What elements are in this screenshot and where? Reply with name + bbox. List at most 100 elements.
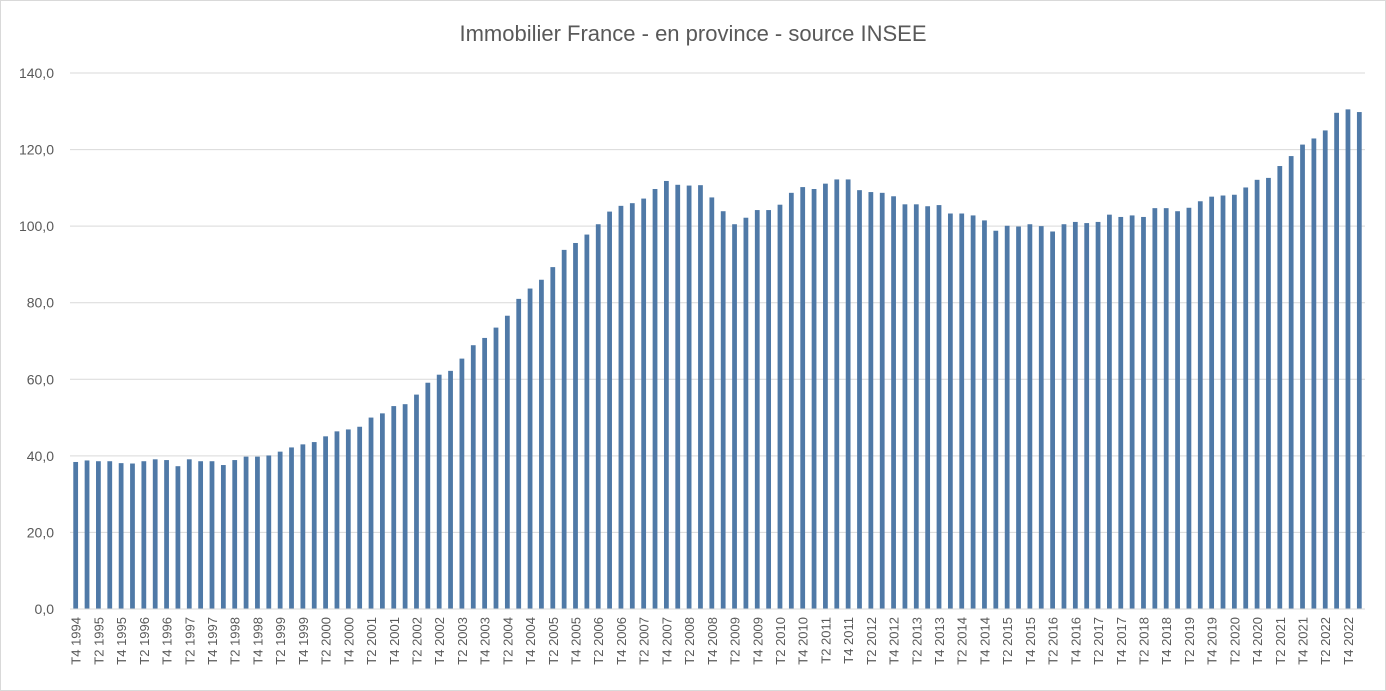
bar: [1027, 224, 1033, 609]
bar: [1322, 130, 1328, 609]
bar: [823, 183, 828, 609]
bar: [527, 288, 533, 609]
bar: [130, 463, 135, 609]
x-tick-label: T2 2008: [682, 617, 697, 665]
y-tick-label: 20,0: [27, 524, 54, 540]
bar: [1334, 112, 1339, 610]
bar: [289, 447, 294, 609]
bar: [96, 461, 101, 609]
x-tick-label: T2 2014: [955, 617, 970, 665]
x-tick-label: T4 2015: [1023, 617, 1038, 665]
bar: [652, 189, 658, 609]
bar: [709, 197, 715, 609]
x-tick-label: T2 2016: [1046, 617, 1061, 665]
x-tick-label: T2 2021: [1273, 617, 1288, 665]
bar: [607, 211, 612, 609]
bar: [209, 461, 215, 609]
x-tick-label: T4 2018: [1159, 617, 1174, 665]
x-tick-label: T2 1998: [228, 617, 243, 665]
bar: [902, 204, 908, 609]
bar: [1220, 195, 1226, 609]
bar: [1175, 211, 1180, 609]
x-tick-label: T2 2011: [818, 617, 833, 664]
bar: [1084, 223, 1090, 609]
bar: [1107, 214, 1112, 609]
bar: [834, 179, 840, 610]
bar: [732, 224, 737, 609]
bar: [1288, 156, 1294, 609]
x-tick-label: T4 2010: [796, 617, 811, 665]
bar: [402, 404, 408, 609]
bar: [1050, 231, 1055, 609]
y-tick-label: 100,0: [19, 218, 54, 234]
x-tick-label: T2 2013: [909, 617, 924, 665]
x-tick-label: T4 1996: [160, 617, 175, 665]
bar: [175, 466, 181, 609]
x-tick-label: T4 2011: [841, 617, 856, 664]
bar: [232, 460, 238, 609]
x-tick-label: T4 1999: [296, 617, 311, 665]
bar: [345, 429, 351, 609]
x-tick-label: T4 2014: [977, 617, 992, 665]
bar: [1141, 216, 1146, 609]
x-tick-label: T4 2003: [478, 617, 493, 665]
bar: [1311, 138, 1317, 609]
bar: [947, 213, 953, 609]
x-tick-label: T4 2019: [1205, 617, 1220, 665]
bar: [357, 426, 363, 609]
x-tick-label: T2 1995: [91, 617, 106, 665]
y-tick-label: 120,0: [19, 142, 54, 158]
x-tick-label: T4 2022: [1341, 617, 1356, 665]
bar: [550, 267, 556, 609]
bar: [334, 431, 340, 609]
y-tick-label: 80,0: [27, 295, 54, 311]
bar: [618, 205, 624, 609]
x-axis-tick-labels: T4 1994 T2 1995 T4 1995 T2 1996 T4 1996 T2 19…: [69, 617, 1356, 665]
bar: [1300, 144, 1305, 609]
bar: [629, 203, 635, 609]
bar: [107, 461, 113, 609]
bar: [266, 455, 272, 609]
bar: [368, 417, 374, 609]
x-tick-label: T2 2006: [591, 617, 606, 665]
bar: [788, 192, 794, 609]
bar: [1186, 207, 1192, 609]
x-tick-label: T2 2000: [319, 617, 334, 665]
x-tick-label: T2 2018: [1136, 617, 1151, 665]
bar: [493, 327, 499, 609]
x-tick-label: T2 2022: [1318, 617, 1333, 665]
x-tick-label: T2 2015: [1000, 617, 1015, 665]
bar: [425, 382, 431, 609]
chart-title: Immobilier France - en province - source…: [459, 21, 926, 46]
bar: [311, 442, 317, 609]
x-tick-label: T4 1995: [114, 617, 129, 665]
x-tick-label: T2 2003: [455, 617, 470, 665]
bar: [970, 215, 976, 609]
bar: [220, 465, 226, 609]
x-tick-label: T4 2001: [387, 617, 402, 665]
x-tick-label: T4 2012: [887, 617, 902, 665]
x-tick-label: T4 2002: [432, 617, 447, 665]
bar: [1254, 179, 1260, 609]
x-tick-label: T2 2012: [864, 617, 879, 665]
x-tick-label: T4 1998: [250, 617, 265, 665]
bar: [1209, 196, 1215, 610]
x-tick-label: T4 1994: [69, 617, 84, 665]
bar: [482, 337, 488, 609]
bar: [1243, 187, 1249, 609]
bar: [391, 406, 397, 609]
bar: [1163, 208, 1169, 610]
bar: [470, 345, 476, 609]
x-tick-label: T2 2005: [546, 617, 561, 665]
bar: [743, 217, 749, 609]
x-tick-label: T2 2002: [409, 617, 424, 665]
bar: [811, 189, 817, 609]
x-tick-label: T2 1999: [273, 617, 288, 665]
x-tick-label: T4 2017: [1114, 617, 1129, 665]
bar: [1152, 208, 1158, 610]
bar: [663, 180, 669, 610]
bar: [255, 456, 260, 609]
x-tick-label: T4 2006: [614, 617, 629, 665]
